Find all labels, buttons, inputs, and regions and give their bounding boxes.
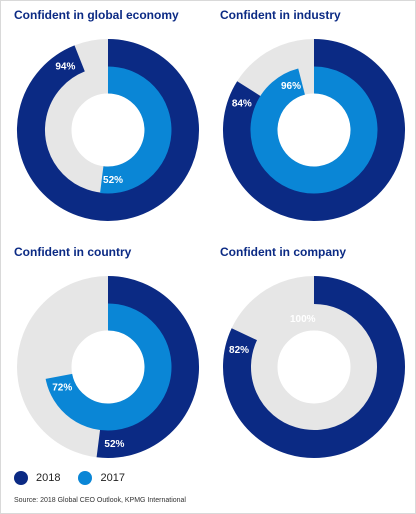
- legend-item-2018: 2018: [14, 471, 60, 485]
- donut-chart-global-economy: 94% 52%: [17, 39, 199, 221]
- data-label-2018: 82%: [229, 345, 249, 356]
- arc-2017: [100, 66, 172, 194]
- arc-2017: [250, 66, 378, 194]
- arc-2018: [223, 276, 405, 458]
- donut-chart-industry: 84% 96%: [223, 39, 405, 221]
- data-label-2018: 52%: [104, 439, 124, 450]
- chart-title: Confident in industry: [220, 8, 341, 22]
- arc-2018: [96, 276, 200, 458]
- donut-chart-country: 52% 72%: [17, 276, 200, 458]
- legend-swatch-2018: [14, 471, 28, 485]
- data-label-2018: 84%: [232, 99, 252, 110]
- chart-title: Confident in country: [14, 245, 132, 259]
- data-label-2017: 100%: [290, 314, 316, 325]
- legend-label-2017: 2017: [100, 472, 125, 484]
- legend-item-2017: 2017: [78, 471, 125, 485]
- chart-panel-industry: Confident in industry 84% 96%: [220, 8, 416, 228]
- donut-chart-company: 82% 100%: [223, 276, 405, 458]
- chart-title: Confident in global economy: [14, 8, 179, 22]
- chart-panel-global-economy: Confident in global economy 94% 52%: [14, 8, 214, 228]
- data-label-2018: 94%: [55, 61, 75, 72]
- chart-title: Confident in company: [220, 245, 346, 259]
- legend-label-2018: 2018: [36, 472, 61, 484]
- source-note: Source: 2018 Global CEO Outlook, KPMG In…: [14, 497, 186, 504]
- chart-panel-country: Confident in country 52% 72%: [14, 245, 214, 465]
- arc-2017: [45, 303, 172, 431]
- data-label-2017: 72%: [52, 383, 72, 394]
- data-label-2017: 96%: [281, 81, 301, 92]
- ring-track-2017: [250, 303, 378, 431]
- data-label-2017: 52%: [103, 175, 123, 186]
- arc-2018: [223, 39, 405, 221]
- legend-swatch-2017: [78, 471, 93, 485]
- chart-legend: 2018 2017: [14, 468, 143, 488]
- arc-2018: [17, 39, 199, 221]
- chart-panel-company: Confident in company 82% 100%: [220, 245, 416, 465]
